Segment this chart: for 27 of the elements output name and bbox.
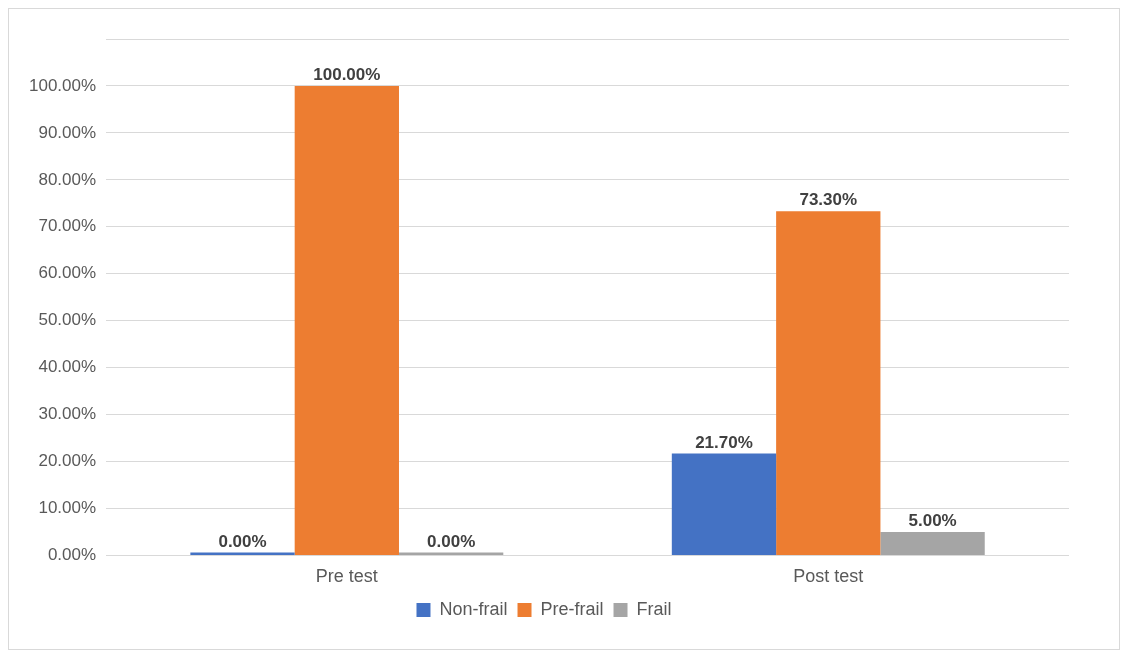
- y-tick-label: 80.00%: [38, 169, 97, 189]
- data-label: 5.00%: [908, 511, 957, 531]
- bar: [776, 211, 881, 555]
- bar: [190, 552, 295, 555]
- y-tick-label: 0.00%: [47, 545, 97, 565]
- legend-label: Frail: [636, 598, 672, 619]
- data-label: 21.70%: [695, 432, 753, 452]
- bar: [880, 531, 985, 555]
- y-tick-label: 50.00%: [38, 310, 97, 330]
- data-label: 0.00%: [427, 531, 476, 551]
- y-tick-label: 10.00%: [38, 498, 97, 518]
- y-tick-label: 100.00%: [28, 75, 97, 95]
- bar: [671, 453, 777, 555]
- y-tick-label: 60.00%: [38, 263, 97, 283]
- x-tick-label: Post test: [793, 566, 864, 587]
- y-tick-label: 90.00%: [38, 122, 97, 142]
- legend-label: Non-frail: [439, 598, 508, 619]
- data-label: 0.00%: [218, 531, 267, 551]
- y-tick-label: 70.00%: [38, 216, 97, 236]
- y-tick-label: 20.00%: [38, 451, 97, 471]
- x-tick-label: Pre test: [315, 566, 378, 587]
- data-label: 100.00%: [313, 65, 381, 85]
- legend-label: Pre-frail: [540, 598, 604, 619]
- data-label: 73.30%: [799, 190, 858, 210]
- bar: [294, 85, 399, 555]
- y-tick-label: 30.00%: [38, 404, 97, 424]
- y-tick-label: 40.00%: [38, 357, 97, 377]
